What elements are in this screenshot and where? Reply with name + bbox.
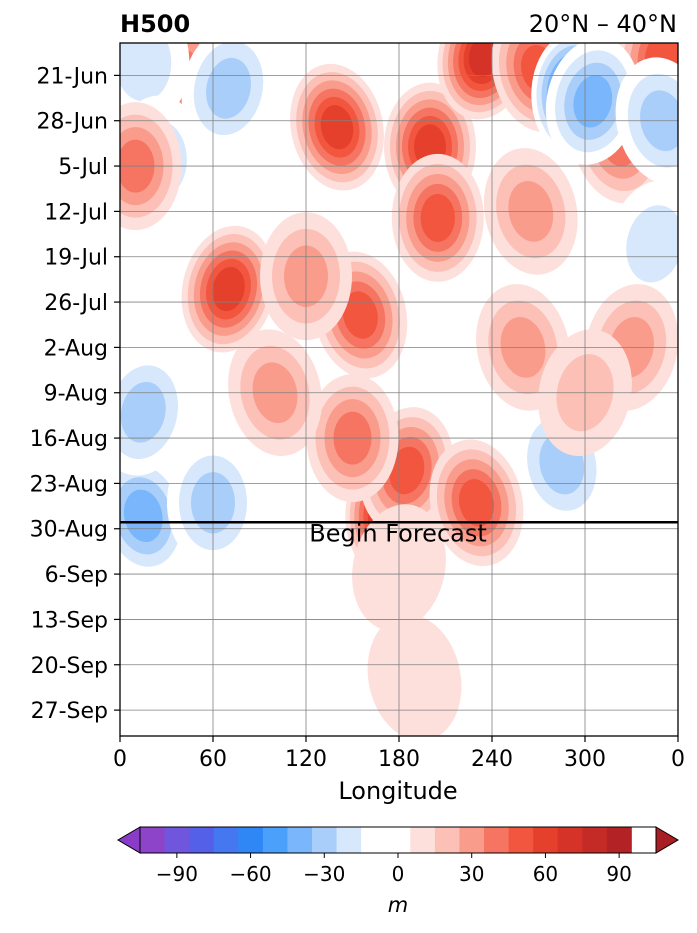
y-tick-label: 26-Jul bbox=[44, 291, 108, 316]
x-tick-label: 180 bbox=[378, 747, 420, 772]
colorbar: −90 −60 −30 0 30 60 90 bbox=[117, 826, 679, 886]
colorbar-tick-label: −30 bbox=[303, 862, 345, 886]
colorbar-bin bbox=[361, 827, 387, 853]
colorbar-bin bbox=[410, 827, 436, 853]
colorbar-bin bbox=[533, 827, 559, 853]
colorbar-bin bbox=[557, 827, 583, 853]
colorbar-tick-label: −90 bbox=[156, 862, 198, 886]
colorbar-bin bbox=[164, 827, 190, 853]
y-axis: 21-Jun 28-Jun 5-Jul 12-Jul 19-Jul 26-Jul 2-Aug… bbox=[30, 64, 120, 724]
colorbar-bin bbox=[459, 827, 485, 853]
forecast-annotation: Begin Forecast bbox=[309, 519, 487, 547]
colorbar-bin bbox=[484, 827, 509, 853]
colorbar-bin bbox=[336, 827, 362, 853]
colorbar-bin bbox=[140, 827, 165, 853]
y-tick-label: 19-Jul bbox=[44, 246, 108, 271]
colorbar-tick-label: 60 bbox=[533, 862, 558, 886]
anomaly-contour bbox=[120, 381, 166, 443]
colorbar-extend-low bbox=[117, 826, 141, 854]
y-tick-label: 23-Aug bbox=[30, 472, 108, 497]
colorbar-bin bbox=[582, 827, 608, 853]
colorbar-label: m bbox=[388, 893, 408, 917]
y-tick-label: 6-Sep bbox=[45, 563, 108, 588]
colorbar-tick-label: 30 bbox=[459, 862, 484, 886]
anomaly-contour bbox=[573, 75, 613, 128]
colorbar-bin bbox=[287, 827, 313, 853]
title-right: 20°N – 40°N bbox=[529, 10, 677, 38]
y-tick-label: 9-Aug bbox=[44, 382, 108, 407]
colorbar-tick-label: 0 bbox=[392, 862, 405, 886]
anomaly-contour bbox=[389, 446, 425, 495]
colorbar-bin bbox=[385, 827, 411, 853]
y-tick-label: 28-Jun bbox=[36, 110, 108, 135]
colorbar-extend-high bbox=[655, 826, 679, 854]
y-tick-label: 21-Jun bbox=[36, 64, 108, 89]
anomaly-contour bbox=[120, 43, 172, 102]
colorbar-bin bbox=[213, 827, 239, 853]
y-tick-label: 12-Jul bbox=[44, 200, 108, 225]
colorbar-bin bbox=[312, 827, 337, 853]
anomaly-contour bbox=[420, 193, 455, 242]
colorbar-bin bbox=[238, 827, 264, 853]
y-tick-label: 5-Jul bbox=[58, 155, 108, 180]
x-tick-label: 120 bbox=[285, 747, 327, 772]
x-tick-label: 60 bbox=[199, 747, 227, 772]
x-tick-label: 240 bbox=[471, 747, 513, 772]
y-tick-label: 2-Aug bbox=[44, 336, 108, 361]
x-tick-label: 300 bbox=[564, 747, 606, 772]
colorbar-tick-label: −60 bbox=[229, 862, 271, 886]
anomaly-contour bbox=[320, 105, 354, 150]
x-axis-label: Longitude bbox=[338, 777, 457, 805]
x-tick-label: 0 bbox=[113, 747, 127, 772]
y-tick-label: 27-Sep bbox=[31, 699, 108, 724]
x-axis: 0 60 120 180 240 300 0 bbox=[113, 736, 685, 772]
y-tick-label: 20-Sep bbox=[31, 654, 108, 679]
colorbar-bin bbox=[606, 827, 632, 853]
colorbar-bin bbox=[434, 827, 460, 853]
colorbar-bin bbox=[508, 827, 534, 853]
colorbar-tick-label: 90 bbox=[606, 862, 631, 886]
anomaly-contour bbox=[626, 205, 678, 283]
colorbar-bin bbox=[189, 827, 215, 853]
grid-lines bbox=[119, 43, 679, 736]
y-tick-label: 16-Aug bbox=[30, 427, 108, 452]
title-left: H500 bbox=[120, 10, 190, 38]
anomaly-contour bbox=[206, 57, 251, 119]
anomaly-contour bbox=[458, 479, 495, 527]
y-tick-label: 13-Sep bbox=[31, 608, 108, 633]
anomaly-contour bbox=[342, 291, 378, 339]
y-tick-label: 30-Aug bbox=[30, 518, 108, 543]
anomaly-contour bbox=[367, 614, 462, 736]
x-tick-label: 0 bbox=[671, 747, 685, 772]
colorbar-bin bbox=[262, 827, 288, 853]
anomaly-contour bbox=[212, 267, 245, 312]
